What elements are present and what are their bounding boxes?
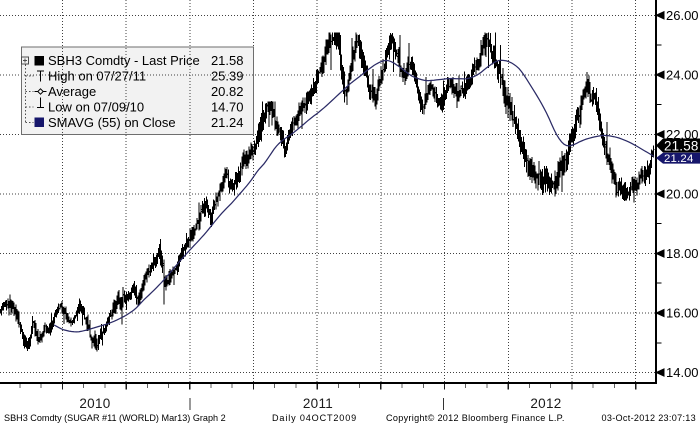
svg-text:SBH3 Comdty - Last Price: SBH3 Comdty - Last Price bbox=[48, 53, 200, 68]
svg-text:26.00: 26.00 bbox=[666, 8, 699, 23]
svg-text:22.00: 22.00 bbox=[666, 127, 699, 142]
svg-text:24.00: 24.00 bbox=[666, 67, 699, 82]
svg-text:Copyright© 2012 Bloomberg Fina: Copyright© 2012 Bloomberg Finance L.P. bbox=[386, 413, 565, 423]
svg-text:18.00: 18.00 bbox=[666, 246, 699, 261]
svg-text:16.00: 16.00 bbox=[666, 306, 699, 321]
svg-text:Low on 07/09/10: Low on 07/09/10 bbox=[48, 100, 144, 115]
svg-text:High on 07/27/11: High on 07/27/11 bbox=[48, 69, 146, 84]
svg-text:21.24: 21.24 bbox=[664, 153, 694, 165]
svg-text:Average: Average bbox=[48, 84, 96, 99]
svg-text:21.24: 21.24 bbox=[211, 115, 244, 130]
svg-text:03-Oct-2012 23:07:13: 03-Oct-2012 23:07:13 bbox=[602, 413, 696, 423]
svg-text:21.58: 21.58 bbox=[211, 53, 244, 68]
svg-text:20.00: 20.00 bbox=[666, 186, 699, 201]
svg-text:SBH3 Comdty (SUGAR #11 (WORLD): SBH3 Comdty (SUGAR #11 (WORLD) Mar13) Gr… bbox=[4, 413, 226, 423]
svg-text:Daily 04OCT2009: Daily 04OCT2009 bbox=[272, 413, 357, 423]
svg-text:2012: 2012 bbox=[530, 396, 561, 411]
svg-text:14.00: 14.00 bbox=[666, 365, 699, 380]
svg-text:14.70: 14.70 bbox=[211, 100, 244, 115]
svg-text:2010: 2010 bbox=[79, 396, 110, 411]
svg-text:25.39: 25.39 bbox=[211, 69, 244, 84]
svg-text:2011: 2011 bbox=[303, 396, 333, 411]
svg-text:20.82: 20.82 bbox=[211, 84, 244, 99]
svg-text:SMAVG (55) on Close: SMAVG (55) on Close bbox=[48, 115, 176, 130]
svg-text:21.58: 21.58 bbox=[664, 139, 699, 154]
